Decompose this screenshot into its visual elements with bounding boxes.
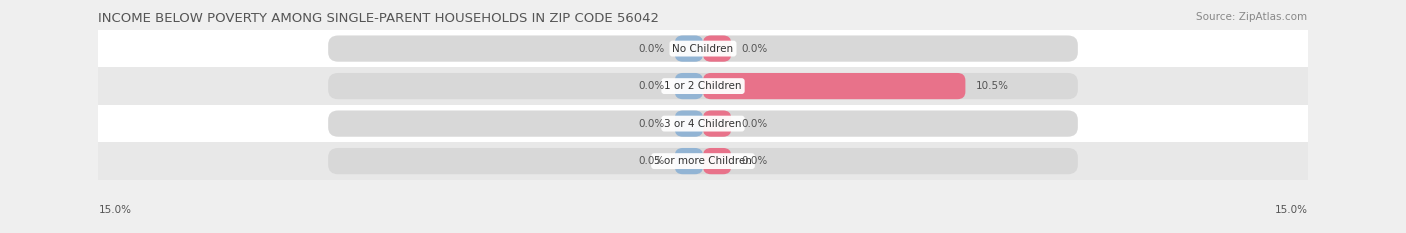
Text: No Children: No Children: [672, 44, 734, 54]
FancyBboxPatch shape: [675, 35, 703, 62]
FancyBboxPatch shape: [703, 35, 731, 62]
FancyBboxPatch shape: [703, 148, 731, 174]
Text: 0.0%: 0.0%: [638, 119, 665, 129]
FancyBboxPatch shape: [675, 73, 703, 99]
Text: 15.0%: 15.0%: [1275, 205, 1308, 215]
Text: 1 or 2 Children: 1 or 2 Children: [664, 81, 742, 91]
Text: 0.0%: 0.0%: [741, 44, 768, 54]
Text: 0.0%: 0.0%: [638, 156, 665, 166]
FancyBboxPatch shape: [328, 35, 1078, 62]
Text: 5 or more Children: 5 or more Children: [654, 156, 752, 166]
FancyBboxPatch shape: [675, 148, 703, 174]
FancyBboxPatch shape: [703, 110, 731, 137]
Text: INCOME BELOW POVERTY AMONG SINGLE-PARENT HOUSEHOLDS IN ZIP CODE 56042: INCOME BELOW POVERTY AMONG SINGLE-PARENT…: [98, 12, 659, 25]
FancyBboxPatch shape: [328, 110, 1078, 137]
Text: Source: ZipAtlas.com: Source: ZipAtlas.com: [1197, 12, 1308, 22]
Bar: [98, 105, 1308, 142]
Bar: [98, 67, 1308, 105]
Text: 0.0%: 0.0%: [741, 119, 768, 129]
Text: 3 or 4 Children: 3 or 4 Children: [664, 119, 742, 129]
Text: 0.0%: 0.0%: [638, 81, 665, 91]
Text: 10.5%: 10.5%: [976, 81, 1008, 91]
FancyBboxPatch shape: [328, 148, 1078, 174]
Text: 15.0%: 15.0%: [98, 205, 131, 215]
FancyBboxPatch shape: [328, 73, 1078, 99]
FancyBboxPatch shape: [703, 73, 966, 99]
Text: 0.0%: 0.0%: [638, 44, 665, 54]
Bar: [98, 30, 1308, 67]
Bar: [98, 142, 1308, 180]
Text: 0.0%: 0.0%: [741, 156, 768, 166]
FancyBboxPatch shape: [675, 110, 703, 137]
